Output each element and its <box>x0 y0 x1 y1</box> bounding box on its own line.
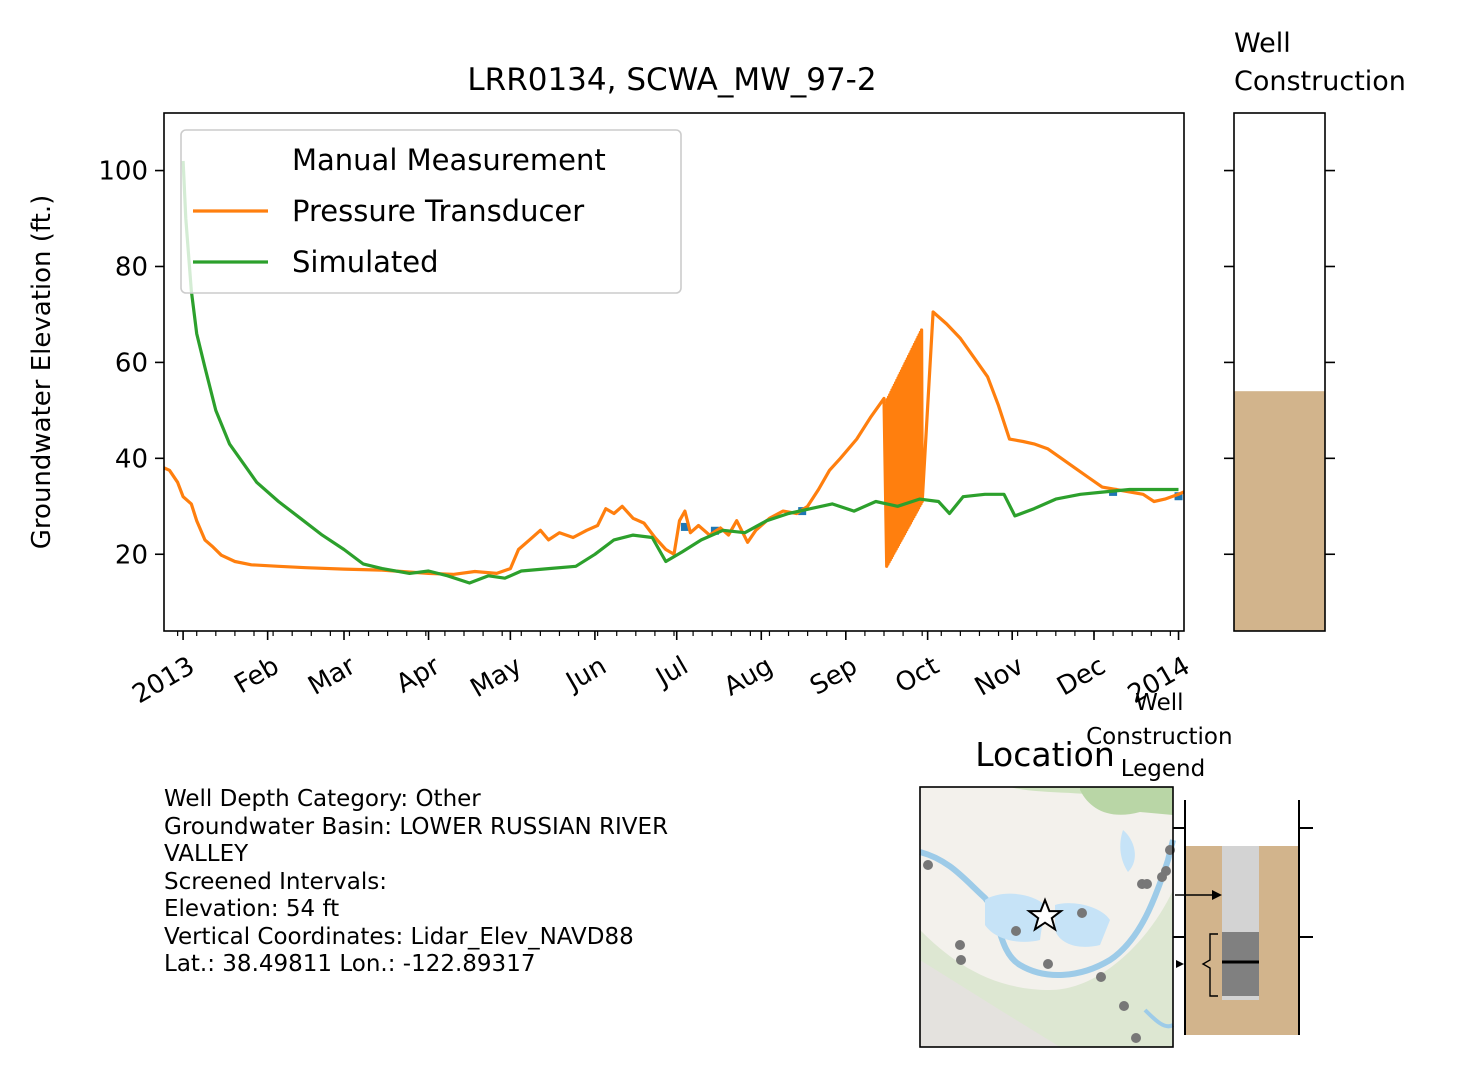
x-tick-label: Feb <box>229 651 284 700</box>
x-tick-label: Oct <box>890 651 944 699</box>
plot-frame <box>163 112 1185 632</box>
series-line-pressure-transducer <box>164 310 1184 576</box>
location-map <box>919 786 1176 1048</box>
legend-box <box>180 129 682 294</box>
well-panel-ticks <box>1224 169 1335 556</box>
well-panel-frame <box>1233 112 1326 632</box>
well-construction-panel: Well Construction <box>1224 28 1406 632</box>
chart-title: LRR0134, SCWA_MW_97-2 <box>467 62 876 98</box>
info-line: Elevation: 54 ft <box>164 896 340 922</box>
series-layer <box>164 160 1184 585</box>
series-group <box>164 160 1184 585</box>
legend-title: Well Construction Legend <box>1086 690 1240 782</box>
well-panel-title: Well Construction <box>1234 28 1406 97</box>
location-title: Location <box>975 735 1115 774</box>
chart-legend: Manual Measurement Pressure Transducer Sim… <box>180 129 682 294</box>
x-tick-label: 2013 <box>127 651 199 710</box>
y-tick-label: 100 <box>98 157 148 187</box>
info-line: Screened Intervals: <box>164 868 387 895</box>
x-tick-label: May <box>466 651 528 704</box>
x-tick-label: Sep <box>805 651 862 701</box>
y-axis-label: Groundwater Elevation (ft.) <box>27 195 57 549</box>
legend-label: Simulated <box>292 245 439 279</box>
x-tick-label: Nov <box>970 651 1029 702</box>
x-tick-label: Aug <box>719 651 778 702</box>
x-tick-label: Mar <box>303 651 361 702</box>
manual-measurement-point <box>680 522 689 531</box>
info-line: Lat.: 38.49811 Lon.: -122.89317 <box>164 951 536 977</box>
y-tick-label: 60 <box>115 348 148 378</box>
x-tick-label: Jul <box>650 651 694 694</box>
main-chart: LRR0134, SCWA_MW_97-2 Groundwater Elevat… <box>27 62 1195 710</box>
series-line-simulated <box>181 160 1179 585</box>
x-tick-label: Apr <box>391 651 445 700</box>
info-line: Vertical Coordinates: Lidar_Elev_NAVD88 <box>164 923 634 950</box>
x-tick-label: Jun <box>560 651 612 698</box>
legend-label: Manual Measurement <box>292 143 606 177</box>
well-info-block: Well Depth Category: Other Groundwater B… <box>164 786 804 979</box>
info-line: Groundwater Basin: LOWER RUSSIAN RIVER <box>164 813 669 840</box>
location-map-panel: Location <box>919 735 1176 1048</box>
info-line: VALLEY <box>164 841 249 867</box>
legend-label: Pressure Transducer <box>292 194 584 228</box>
well-ground-fill <box>1234 391 1325 631</box>
info-line: Well Depth Category: Other <box>164 786 481 812</box>
well-location-star-icon <box>1026 897 1064 932</box>
nearby-wells <box>923 845 1175 1043</box>
x-tick-label: Dec <box>1052 651 1111 702</box>
well-construction-legend: Well Construction Legend <box>1086 690 1313 1035</box>
manual-measurement-point <box>1174 492 1183 501</box>
y-tick-label: 20 <box>115 540 148 570</box>
y-tick-label: 40 <box>115 444 148 474</box>
y-tick-label: 80 <box>115 252 148 282</box>
